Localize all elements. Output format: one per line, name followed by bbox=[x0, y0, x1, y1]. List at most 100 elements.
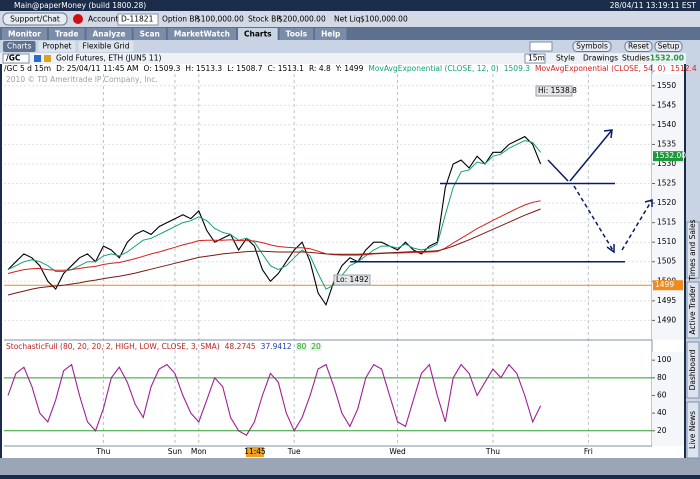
y-tick-label: 1510 bbox=[657, 237, 676, 246]
tab[interactable] bbox=[237, 28, 278, 40]
study-header-text: H: 1513.3 bbox=[185, 64, 222, 73]
symbol-box[interactable] bbox=[2, 53, 30, 64]
sidebar-tab-label[interactable]: Times and Sales bbox=[688, 219, 697, 281]
study-header-text: O: 1509.3 bbox=[143, 64, 180, 73]
tab-label[interactable]: Trade bbox=[55, 30, 79, 39]
sidebar-tab-label[interactable]: Live News bbox=[688, 411, 697, 449]
y-tick-label: 20 bbox=[657, 426, 667, 435]
flag-icon[interactable] bbox=[44, 55, 51, 62]
price-axis bbox=[652, 352, 684, 446]
price-tag-label: 1532.00 bbox=[655, 151, 686, 160]
toolbar-button-label[interactable]: Setup bbox=[658, 42, 680, 51]
x-tick-label: Tue bbox=[287, 447, 301, 456]
subtab[interactable] bbox=[78, 41, 134, 52]
account-box[interactable] bbox=[117, 13, 159, 26]
x-tick-label: Fri bbox=[584, 447, 593, 456]
arrow-head bbox=[606, 244, 615, 254]
tab[interactable] bbox=[167, 28, 236, 40]
price-axis bbox=[652, 74, 684, 340]
y-tick-label: 1505 bbox=[657, 257, 676, 266]
sidebar-tab-label[interactable]: Active Trader bbox=[688, 284, 697, 334]
subtab-label[interactable]: Prophet bbox=[43, 42, 72, 51]
account-label: Account bbox=[88, 15, 118, 24]
hand-drawings bbox=[350, 129, 653, 263]
cursor-time-box bbox=[246, 447, 264, 457]
tab-label[interactable]: MarketWatch bbox=[174, 30, 230, 39]
price-tag-label: 1499 bbox=[655, 280, 674, 289]
arrow bbox=[547, 159, 569, 182]
tab-label[interactable]: Analyze bbox=[92, 30, 125, 39]
arrow bbox=[569, 129, 613, 182]
tab-label[interactable]: Help bbox=[321, 30, 341, 39]
toolbar-button[interactable] bbox=[572, 41, 612, 52]
sidebar-tab-label[interactable]: Dashboard bbox=[688, 349, 697, 390]
tab[interactable] bbox=[133, 28, 166, 40]
sidebar-tab[interactable] bbox=[686, 281, 700, 339]
symbol-bar bbox=[0, 53, 700, 64]
option-bp-label: Option BP bbox=[162, 15, 200, 24]
tab-label[interactable]: Scan bbox=[140, 30, 160, 39]
account-bar bbox=[0, 11, 700, 27]
tab[interactable] bbox=[315, 28, 347, 40]
study-header-text: MovAvgExponential (CLOSE, 54, 0) bbox=[535, 64, 665, 73]
x-tick-label: Thu bbox=[485, 447, 500, 456]
tab[interactable] bbox=[86, 28, 132, 40]
annotation: Hi: 1538.8 bbox=[538, 86, 577, 95]
subtab-label[interactable]: Charts bbox=[7, 42, 32, 51]
net-liq: $100,000.00 bbox=[360, 15, 408, 24]
y-tick-label: 1525 bbox=[657, 179, 676, 188]
subtab-bar bbox=[0, 40, 700, 53]
subtab-label[interactable]: Flexible Grid bbox=[83, 42, 130, 51]
toolbar-button[interactable] bbox=[654, 41, 683, 52]
y-tick-label: 1550 bbox=[657, 81, 676, 90]
tab-label[interactable]: Charts bbox=[244, 30, 272, 39]
charts: ThuSunMonTueWedThuFri1490149515001505151… bbox=[4, 64, 697, 457]
tab[interactable] bbox=[48, 28, 85, 40]
annotation: Lo: 1492 bbox=[336, 275, 369, 284]
subtab[interactable] bbox=[38, 41, 76, 52]
copyright: 2010 © TD Ameritrade IP Company, Inc. bbox=[6, 75, 158, 84]
tab-label[interactable]: Monitor bbox=[8, 30, 41, 39]
cursor-time: 11:45 bbox=[244, 447, 266, 456]
account-number: D-11821 bbox=[121, 15, 154, 24]
y-tick-label: 100 bbox=[657, 355, 672, 364]
tab[interactable] bbox=[279, 28, 314, 40]
last-price: 1532.00 bbox=[650, 54, 684, 63]
subtab[interactable] bbox=[3, 41, 36, 52]
studies-menu[interactable]: Studies bbox=[622, 54, 650, 63]
link-icon[interactable] bbox=[34, 55, 41, 62]
study-title: StochasticFull (80, 20, 20, 2, HIGH, LOW… bbox=[6, 342, 220, 351]
drawings-menu[interactable]: Drawings bbox=[583, 54, 618, 63]
sidebar-tab[interactable] bbox=[686, 401, 700, 459]
y-tick-label: 1490 bbox=[657, 315, 676, 324]
price-tag bbox=[653, 280, 683, 291]
interval-box[interactable] bbox=[524, 53, 546, 64]
y-tick-label: 1495 bbox=[657, 296, 676, 305]
stock-bp-label: Stock BP bbox=[248, 15, 281, 24]
support-button[interactable] bbox=[2, 12, 68, 26]
x-tick-label: Wed bbox=[389, 447, 406, 456]
dashed-arrow bbox=[573, 185, 615, 253]
y-tick-label: 1540 bbox=[657, 120, 676, 129]
study-header-text: MovAvgExponential (CLOSE, 12, 0) bbox=[368, 64, 498, 73]
level-chip bbox=[310, 343, 322, 351]
y-tick-label: 1515 bbox=[657, 218, 676, 227]
y-tick-label: 1520 bbox=[657, 198, 676, 207]
price-tag bbox=[653, 151, 683, 162]
toolbar-button-label[interactable]: Reset bbox=[628, 42, 649, 51]
tab-label[interactable]: Tools bbox=[286, 30, 308, 39]
tab[interactable] bbox=[2, 28, 47, 40]
y-tick-label: 1535 bbox=[657, 139, 676, 148]
arrow-head bbox=[603, 129, 613, 139]
sidebar-tab[interactable] bbox=[686, 221, 700, 279]
study-header-text: 80 bbox=[297, 342, 307, 351]
style-menu[interactable]: Style bbox=[556, 54, 575, 63]
title-bar bbox=[0, 0, 700, 11]
toolbar-button-label[interactable]: Symbols bbox=[576, 42, 608, 51]
search-box[interactable] bbox=[529, 41, 553, 52]
sidebar-tab[interactable] bbox=[686, 341, 700, 399]
toolbar-button[interactable] bbox=[624, 41, 653, 52]
stock-bp: $200,000.00 bbox=[278, 15, 326, 24]
